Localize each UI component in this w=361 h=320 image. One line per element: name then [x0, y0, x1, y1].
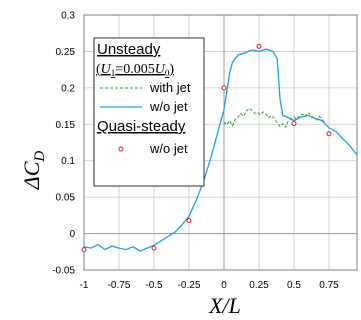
series-line-wo-jet [83, 48, 358, 252]
legend: Unsteady (U1=0.005U0) with jet w/o jet Q… [93, 37, 205, 187]
x-tick-label: -0.25 [178, 280, 201, 291]
legend-label-wo-jet-line: w/o jet [149, 99, 188, 114]
series-layer [81, 43, 358, 253]
marker-point [81, 247, 87, 253]
y-axis-title: ΔCD [19, 151, 48, 191]
marker-point [326, 131, 332, 137]
legend-label-wo-jet-marker: w/o jet [149, 141, 188, 156]
x-tick-label: -1 [80, 280, 89, 291]
y-tick-label: 0 [69, 229, 75, 240]
marker-point [151, 245, 157, 251]
marker-point [221, 85, 227, 91]
y-tick-label: 0.1 [61, 156, 75, 167]
y-tick-label: -0.05 [52, 266, 75, 277]
legend-label-with-jet: with jet [149, 80, 191, 95]
x-axis-title: X/L [208, 293, 241, 318]
ticks-layer: -0.05 0 0.05 0.1 0.15 0.2 0.25 0.3 -1 -0.75 -0.5 -0… [52, 11, 339, 292]
y-tick-label: 0.05 [56, 193, 76, 204]
y-tick-label: 0.3 [61, 11, 75, 22]
marker-point [291, 121, 297, 127]
x-tick-label: 0 [221, 280, 227, 291]
x-tick-label: 0.5 [287, 280, 301, 291]
legend-group1-title: Unsteady [97, 41, 161, 58]
marker-point [186, 217, 192, 223]
legend-box [93, 37, 205, 187]
marker-point [256, 43, 262, 49]
plot-frame [83, 14, 358, 271]
x-tick-label: -0.5 [145, 280, 163, 291]
x-tick-label: 0.75 [319, 280, 339, 291]
x-tick-label: 0.25 [249, 280, 269, 291]
legend-group2-title: Quasi-steady [97, 118, 186, 135]
x-tick-label: -0.75 [108, 280, 131, 291]
legend-group1-subtitle: (U1=0.005U0) [96, 62, 174, 78]
series-line-with-jet [223, 107, 326, 129]
legend-marker-wo-jet [118, 146, 124, 152]
y-tick-label: 0.2 [61, 83, 75, 94]
y-tick-label: 0.15 [56, 120, 76, 131]
y-tick-label: 0.25 [56, 47, 76, 58]
